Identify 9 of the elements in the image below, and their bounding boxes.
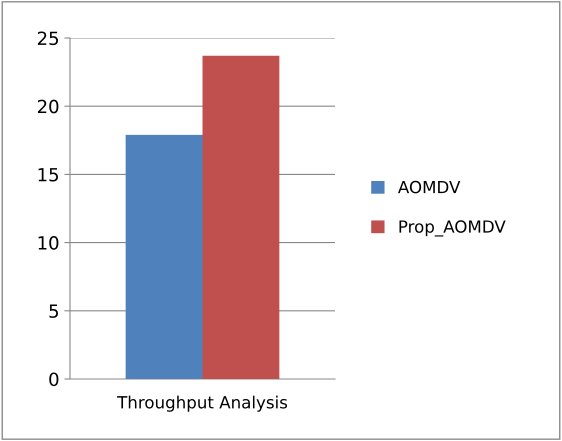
y-tick-label: 15	[38, 168, 58, 182]
legend-label: AOMDV	[398, 180, 460, 194]
y-tick-label: 5	[49, 304, 58, 318]
y-tick-label: 10	[38, 236, 58, 250]
y-tick-label: 0	[49, 372, 58, 386]
x-tick-label: Throughput Analysis	[117, 396, 288, 412]
legend-label: Prop_AOMDV	[400, 220, 506, 237]
y-tick-label: 25	[38, 31, 58, 46]
y-tick-label: 20	[38, 100, 58, 114]
